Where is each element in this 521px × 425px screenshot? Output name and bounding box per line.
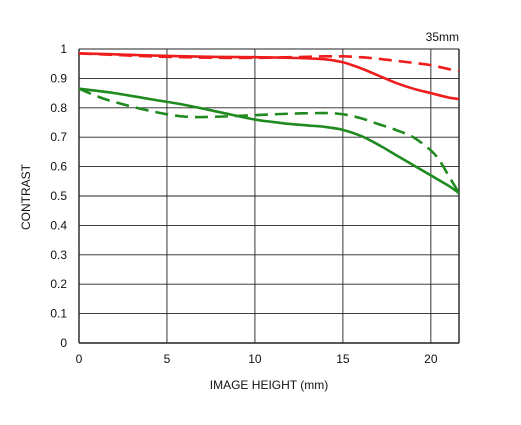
y-axis-title: CONTRAST	[19, 163, 33, 230]
y-tick-label: 0.8	[50, 101, 67, 115]
tick-labels: 00.10.20.30.40.50.60.70.80.910 5 10 15 20	[50, 42, 438, 366]
y-tick-label: 0.1	[50, 307, 67, 321]
x-tick-label: 5	[164, 352, 171, 366]
x-tick-label: 0	[76, 352, 83, 366]
series-lines	[78, 52, 461, 195]
x-tick-label: 20	[424, 352, 438, 366]
red-dashed-line	[78, 52, 460, 73]
y-tick-label: 0.3	[50, 248, 67, 262]
y-tick-label: 0.5	[50, 189, 67, 203]
green-solid-line	[78, 87, 460, 195]
green-dashed-line	[78, 87, 461, 194]
y-tick-label: 1	[60, 42, 67, 56]
focal-length-label: 35mm	[426, 30, 459, 44]
x-tick-label: 10	[248, 352, 262, 366]
y-tick-label: 0.2	[50, 277, 67, 291]
x-axis-title: IMAGE HEIGHT (mm)	[210, 378, 328, 392]
x-tick-label: 15	[336, 352, 350, 366]
y-tick-label: 0	[60, 336, 67, 350]
y-tick-label: 0.4	[50, 218, 67, 232]
grid-lines	[78, 48, 460, 344]
y-tick-label: 0.9	[50, 71, 67, 85]
y-tick-label: 0.6	[50, 160, 67, 174]
y-tick-label: 0.7	[50, 130, 67, 144]
